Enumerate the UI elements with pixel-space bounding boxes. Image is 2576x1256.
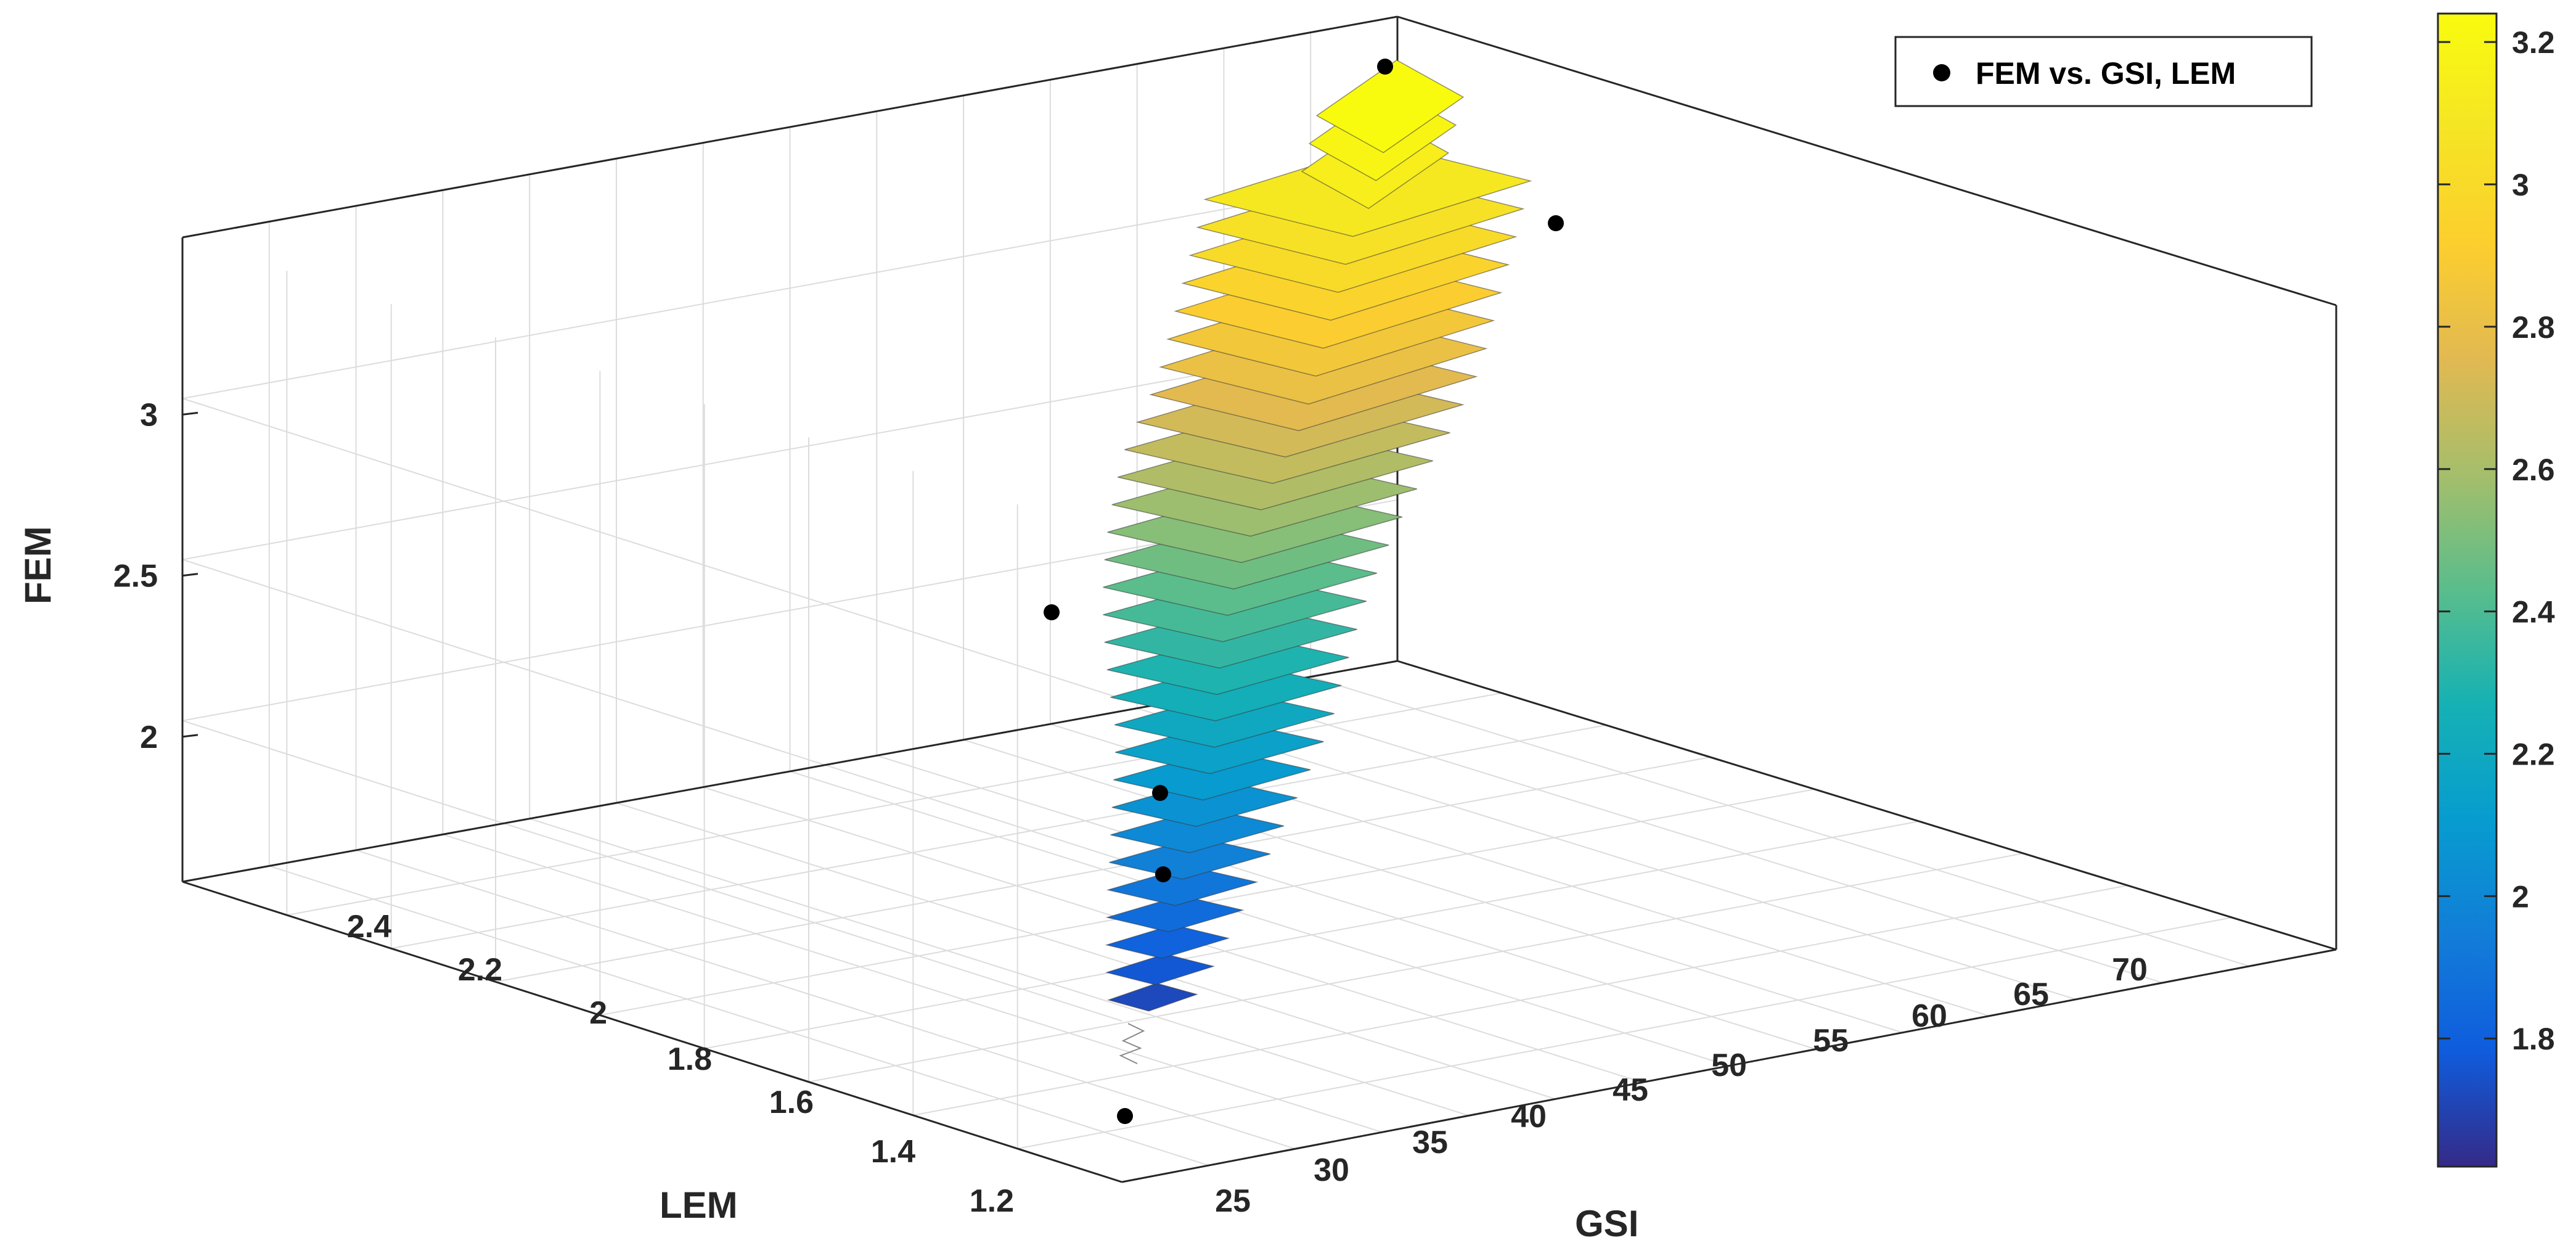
legend: FEM vs. GSI, LEM bbox=[1894, 36, 2313, 107]
colorbar-tick-label: 3.2 bbox=[2512, 25, 2555, 60]
colorbar-tick-label: 2.2 bbox=[2512, 737, 2555, 771]
colorbar-tick-label: 2.8 bbox=[2512, 310, 2555, 345]
z-axis-label: FEM bbox=[17, 526, 59, 604]
legend-marker bbox=[1933, 64, 1950, 81]
surface-tail bbox=[1119, 1023, 1145, 1064]
colorbar-tick-label: 2.6 bbox=[2512, 453, 2555, 487]
data-points bbox=[1044, 59, 1564, 1124]
y-tick-label: 2.4 bbox=[347, 909, 391, 945]
data-point bbox=[1044, 604, 1060, 620]
x-tick-label: 65 bbox=[2013, 977, 2049, 1012]
x-tick-label: 50 bbox=[1711, 1048, 1747, 1083]
data-point bbox=[1548, 215, 1564, 231]
legend-box bbox=[1894, 36, 2313, 107]
x-tick-label: 60 bbox=[1912, 998, 1947, 1034]
data-point bbox=[1377, 59, 1393, 75]
surface-band bbox=[1106, 982, 1199, 1012]
x-tick-label: 25 bbox=[1215, 1183, 1251, 1219]
y-tick-label: 2.2 bbox=[458, 952, 502, 988]
colorbar-tick-label: 3 bbox=[2512, 168, 2529, 202]
data-point bbox=[1117, 1108, 1133, 1124]
surface-band bbox=[1105, 953, 1216, 985]
x-tick-label: 45 bbox=[1613, 1072, 1648, 1108]
y-tick-label: 1.2 bbox=[970, 1183, 1014, 1219]
surface-band bbox=[1105, 895, 1245, 933]
z-tick-label: 2.5 bbox=[113, 559, 158, 594]
y-tick-label: 1.4 bbox=[871, 1134, 915, 1170]
x-axis-label: GSI bbox=[1575, 1203, 1638, 1244]
axes-box bbox=[181, 15, 2337, 1183]
colorbar-tick-label: 1.8 bbox=[2512, 1022, 2555, 1056]
x-tick-label: 55 bbox=[1813, 1023, 1849, 1059]
y-axis-label: LEM bbox=[660, 1184, 738, 1226]
data-point bbox=[1155, 866, 1171, 882]
x-tick-label: 70 bbox=[2112, 952, 2148, 988]
y-tick-label: 2 bbox=[589, 995, 607, 1031]
z-tick-label: 3 bbox=[140, 397, 158, 433]
y-tick-label: 1.8 bbox=[668, 1041, 712, 1077]
y-tick-label: 1.6 bbox=[769, 1085, 814, 1120]
colorbar bbox=[2437, 12, 2498, 1168]
colorbar-ticks: 1.8 2 2.2 2.4 2.6 2.8 3 3.2 bbox=[2438, 25, 2555, 1056]
tick-labels: 25 30 35 40 45 50 55 60 65 70 1.2 1.4 1.6 1.8 2 2.2 2.4 2… bbox=[113, 397, 2148, 1219]
z-tick-label: 2 bbox=[140, 720, 158, 755]
surface-band bbox=[1105, 924, 1230, 959]
colorbar-tick-label: 2.4 bbox=[2512, 595, 2555, 630]
surface-band bbox=[1315, 59, 1465, 154]
surface bbox=[1103, 59, 1532, 1064]
legend-label: FEM vs. GSI, LEM bbox=[1976, 56, 2236, 91]
x-tick-label: 35 bbox=[1412, 1125, 1448, 1160]
data-point bbox=[1152, 785, 1168, 801]
colorbar-tick-label: 2 bbox=[2512, 879, 2529, 914]
x-tick-label: 40 bbox=[1511, 1099, 1547, 1135]
x-tick-label: 30 bbox=[1314, 1152, 1349, 1188]
